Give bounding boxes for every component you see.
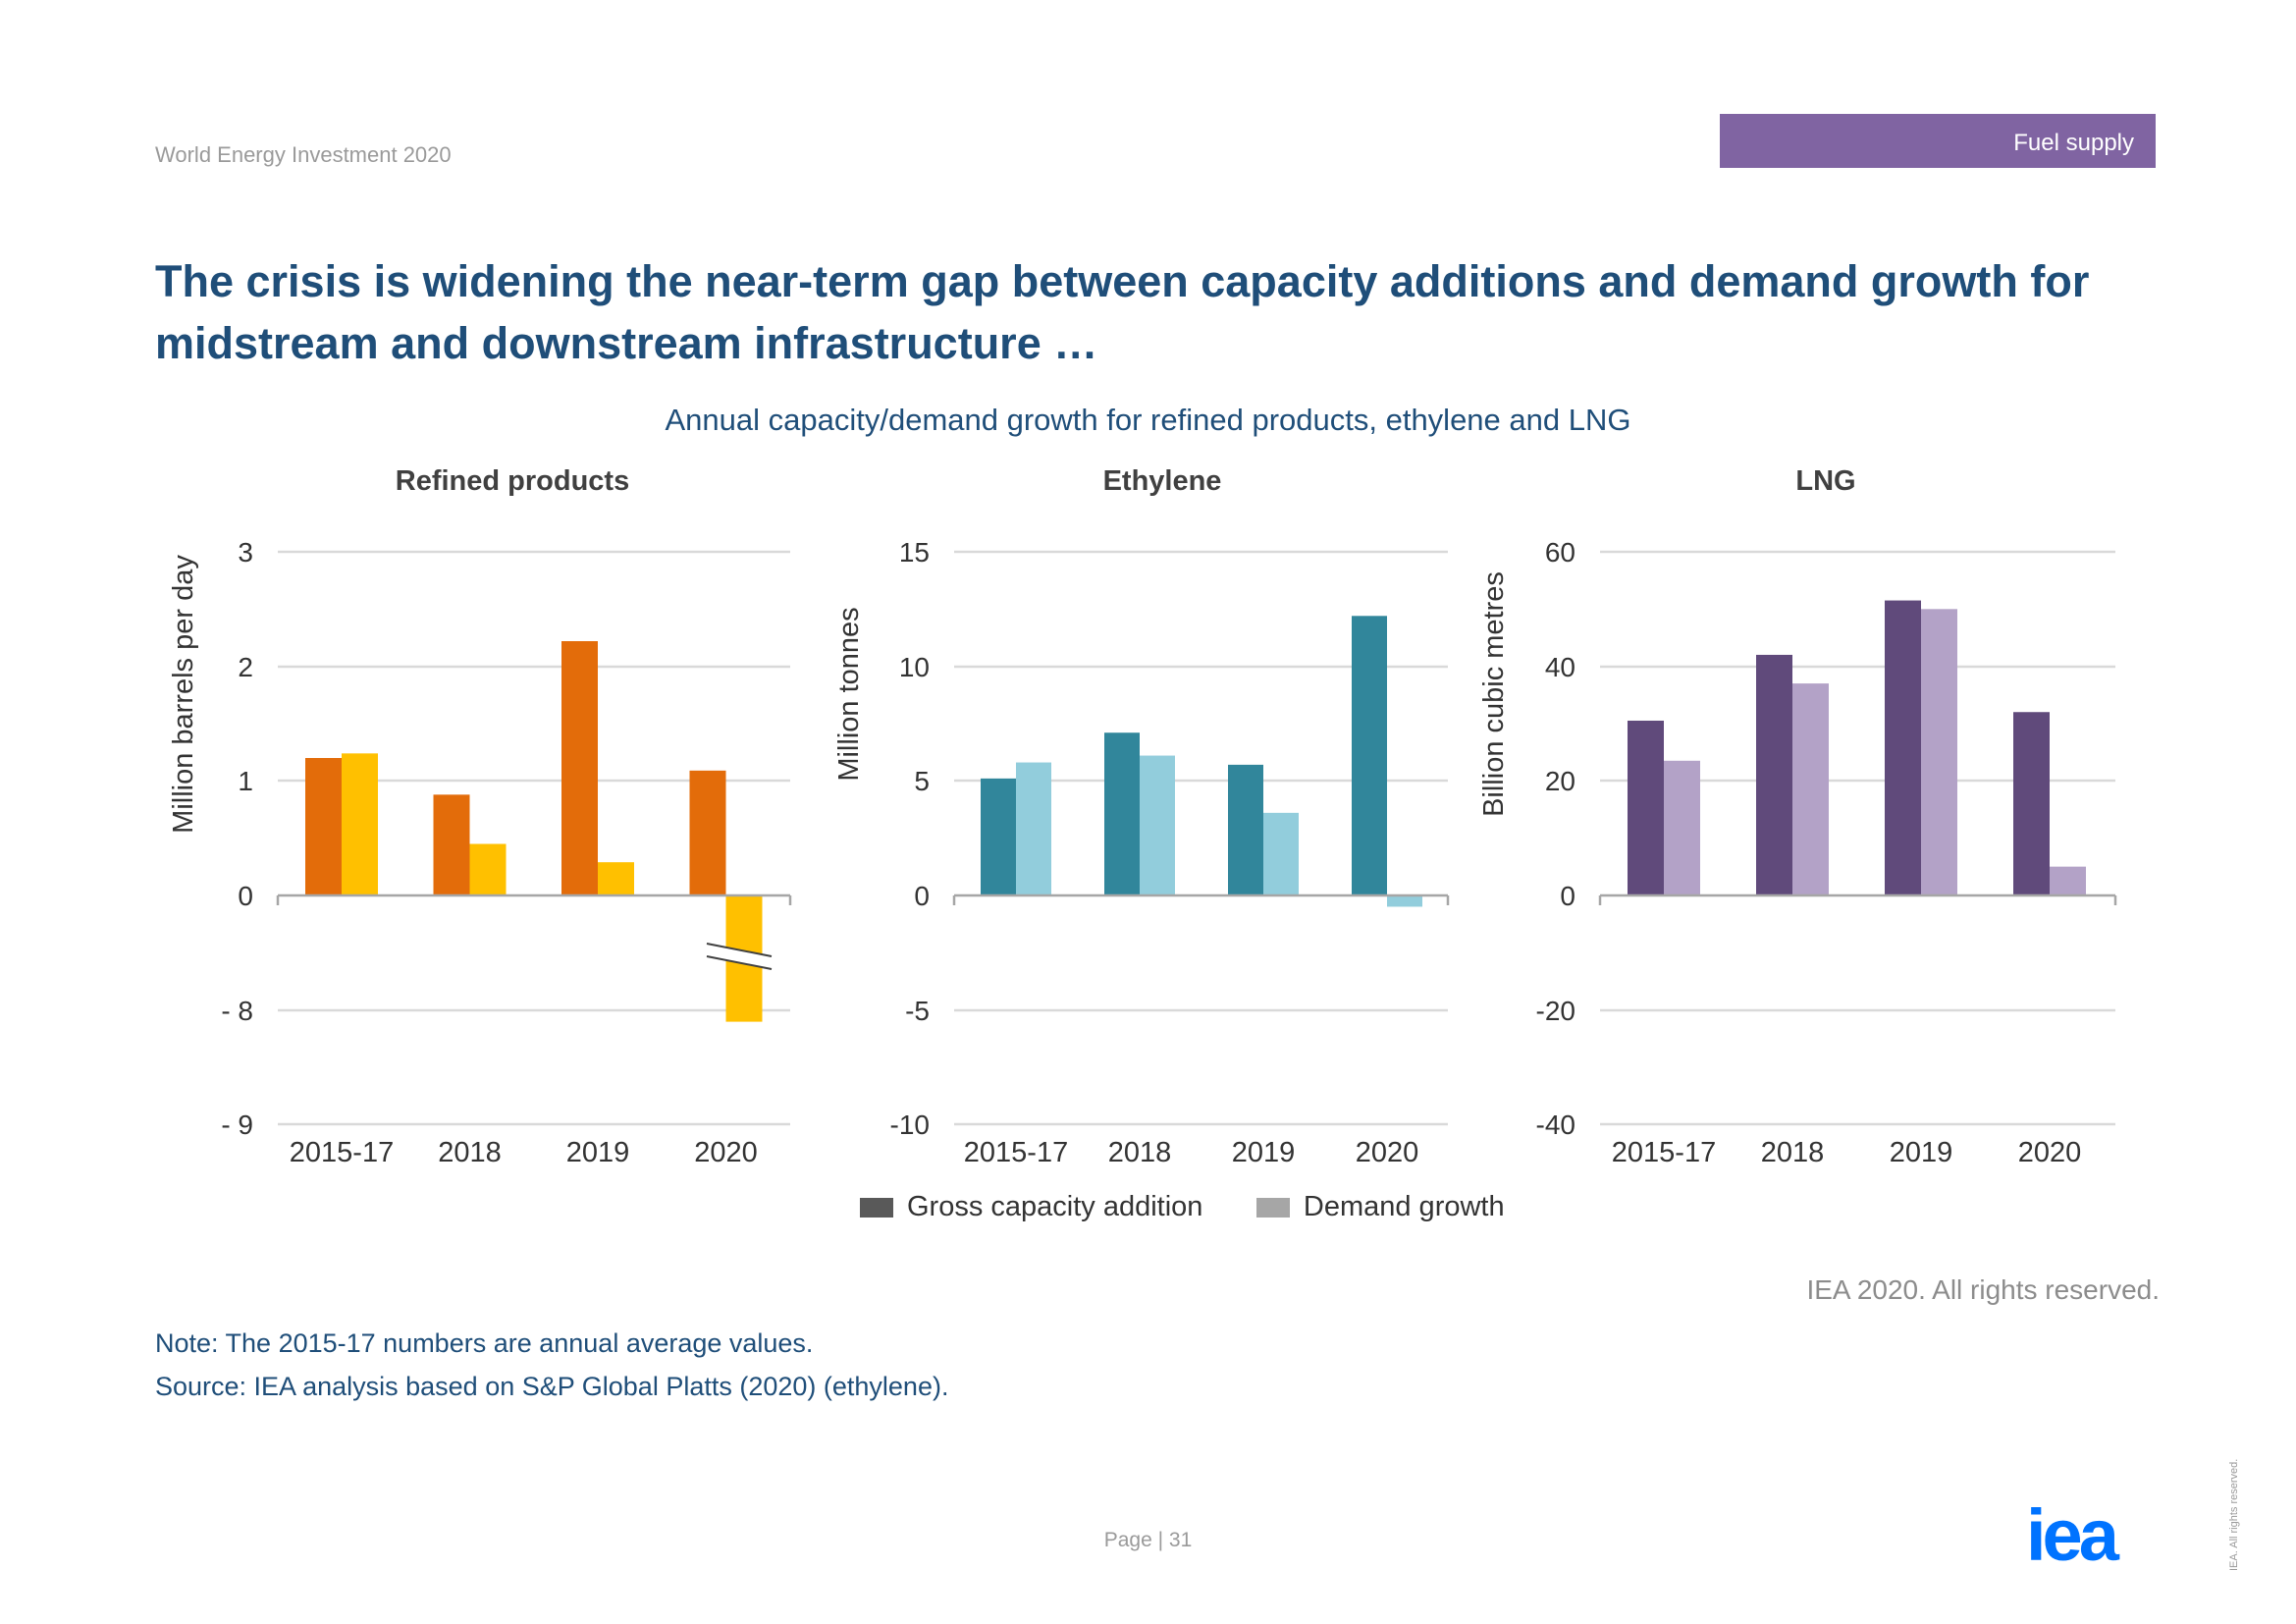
bar [305,758,342,895]
y-tick-label: 0 [1560,881,1575,911]
y-tick-label: 10 [899,652,930,682]
bar [561,641,598,895]
bar [1263,812,1299,895]
bar [1104,732,1140,895]
y-tick-label: 15 [899,537,930,568]
axis-break-gap [707,944,772,969]
y-axis-label: Million tonnes [833,607,865,781]
x-tick-label: 2018 [1761,1137,1825,1168]
legend-item-capacity: Gross capacity addition [860,1191,1202,1223]
bar [1016,762,1051,895]
panel-title: LNG [1795,465,1855,497]
y-tick-label: - 9 [221,1110,253,1140]
y-tick-label: 60 [1545,537,1575,568]
x-tick-label: 2015-17 [290,1137,394,1168]
iea-logo-text: iea [2026,1505,2120,1568]
axis-break-line [706,943,773,957]
chart-legend: Gross capacity addition Demand growth [860,1191,1554,1223]
page-number: Page | 31 [1103,1529,1193,1551]
y-tick-label: 1 [238,766,253,796]
legend-swatch-capacity [860,1197,893,1218]
figure-title: Annual capacity/demand growth for refine… [665,403,1631,437]
bar [433,794,470,895]
x-tick-label: 2019 [1890,1137,1953,1168]
bar [469,843,507,895]
section-badge: Fuel supply [1720,114,2156,168]
iea-logo: iea [2026,1505,2124,1568]
bar [1792,683,1829,895]
x-tick-label: 2018 [1108,1137,1172,1168]
y-tick-label: 0 [238,881,253,911]
legend-label-demand: Demand growth [1303,1191,1505,1222]
x-tick-label: 2020 [1356,1137,1419,1168]
bar [1921,609,1957,895]
bar [1387,895,1422,907]
y-axis-label: Million barrels per day [168,555,199,834]
page-headline: The crisis is widening the near-term gap… [155,256,2090,368]
y-tick-label: 20 [1545,766,1575,796]
x-tick-label: 2020 [694,1137,758,1168]
bar [1140,755,1175,895]
bar [598,862,634,895]
y-tick-label: -20 [1536,996,1575,1026]
figure-source: Source: IEA analysis based on S&P Global… [155,1372,949,1401]
legend-item-demand: Demand growth [1255,1191,1505,1223]
bar [2013,712,2050,895]
bar [1664,760,1700,895]
y-tick-label: -40 [1536,1110,1575,1140]
y-tick-label: 3 [238,537,253,568]
bar [1352,616,1387,895]
y-tick-label: - 8 [221,996,253,1026]
x-tick-label: 2019 [1232,1137,1296,1168]
x-tick-label: 2015-17 [1612,1137,1716,1168]
x-tick-label: 2019 [566,1137,630,1168]
panel-title: Ethylene [1103,465,1222,497]
copyright-notice: IEA 2020. All rights reserved. [1806,1274,2160,1305]
report-title: World Energy Investment 2020 [155,142,452,167]
side-rights-note: IEA. All rights reserved. [2228,1458,2240,1571]
legend-label-capacity: Gross capacity addition [907,1191,1203,1222]
y-axis-label: Billion cubic metres [1478,571,1510,817]
x-tick-label: 2020 [2018,1137,2082,1168]
axis-break-line [706,955,773,970]
y-tick-label: 5 [914,766,930,796]
bar [1228,764,1263,895]
panel-title: Refined products [396,465,629,497]
y-tick-label: 2 [238,652,253,682]
y-tick-label: -10 [890,1110,930,1140]
bar [981,778,1016,895]
legend-swatch-demand [1255,1197,1290,1218]
bar [342,753,378,895]
bar [1885,600,1921,895]
y-tick-label: -5 [905,996,930,1026]
x-tick-label: 2015-17 [964,1137,1068,1168]
y-tick-label: 0 [914,881,930,911]
x-tick-label: 2018 [438,1137,502,1168]
bar [2050,866,2086,895]
bar [689,770,726,895]
bar [1756,654,1792,895]
y-tick-label: 40 [1545,652,1575,682]
figure-note: Note: The 2015-17 numbers are annual ave… [155,1328,814,1358]
bar [1628,720,1664,895]
